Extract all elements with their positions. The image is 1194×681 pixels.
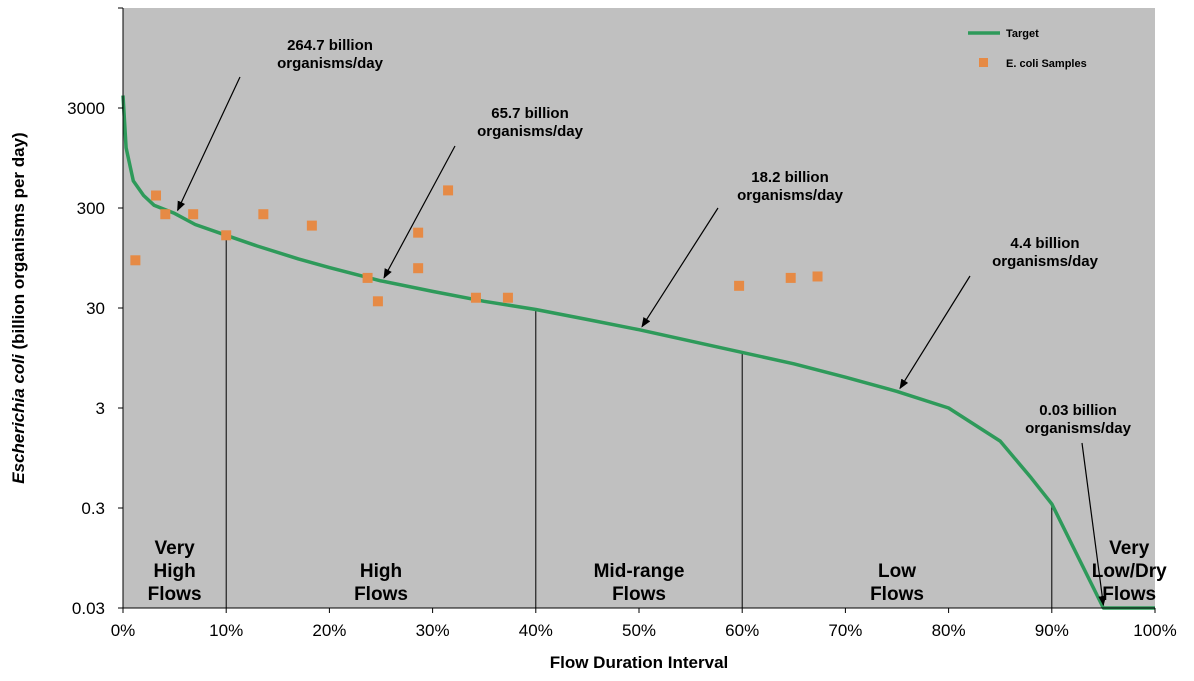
- y-tick-label: 0.03: [72, 599, 105, 618]
- annotation-label: organisms/day: [1025, 420, 1132, 437]
- zone-label: Low/Dry: [1092, 561, 1167, 582]
- annotation-arrow: [641, 207, 719, 328]
- y-tick-label: 300: [77, 199, 105, 218]
- annotation-label: 65.7 billion: [491, 105, 569, 122]
- y-axis-title: Escherichia coli (billion organisms per …: [9, 132, 28, 483]
- legend-label: E. coli Samples: [1006, 58, 1087, 70]
- target-line: [121, 95, 1155, 610]
- legend: Target E. coli Samples: [968, 28, 1087, 70]
- annotation-label: organisms/day: [277, 55, 384, 72]
- zone-label: High: [360, 561, 402, 582]
- zone-label: Very: [1109, 538, 1150, 559]
- axes: [118, 7, 1156, 613]
- y-axis-title-italic: Escherichia coli: [9, 353, 28, 484]
- sample-point: [413, 227, 424, 238]
- y-axis-title-rest: (billion organisms per day): [9, 132, 28, 354]
- zone-label: Flows: [870, 584, 924, 605]
- x-tick-label: 60%: [725, 621, 759, 640]
- zone-label: Flows: [1102, 584, 1156, 605]
- annotation-label: 0.03 billion: [1039, 402, 1117, 419]
- legend-swatch-marker: [979, 58, 988, 67]
- zone-label: Low: [878, 561, 916, 582]
- sample-point: [151, 190, 162, 201]
- sample-point: [413, 263, 424, 274]
- sample-point: [188, 209, 199, 220]
- annotation-label: 18.2 billion: [751, 169, 829, 186]
- x-tick-label: 30%: [416, 621, 450, 640]
- y-tick-label: 3: [96, 399, 105, 418]
- sample-point: [306, 220, 317, 231]
- x-tick-label: 0%: [111, 621, 136, 640]
- legend-label: Target: [1006, 28, 1039, 40]
- annotation-arrow: [177, 76, 241, 212]
- x-axis-title: Flow Duration Interval: [550, 653, 729, 672]
- zone-label: Mid-range: [594, 561, 685, 582]
- y-tick-label: 0.3: [81, 499, 105, 518]
- x-tick-label: 90%: [1035, 621, 1069, 640]
- x-tick-label: 20%: [312, 621, 346, 640]
- x-tick-label: 70%: [828, 621, 862, 640]
- zone-dividers: [225, 235, 1053, 608]
- x-tick-label: 100%: [1133, 621, 1176, 640]
- annotation-label: 4.4 billion: [1010, 235, 1079, 252]
- annotation-arrow: [383, 145, 456, 279]
- x-tick-labels: 0% 10% 20% 30% 40% 50% 60% 70% 80% 90% 100%: [111, 621, 1177, 640]
- y-tick-label: 3000: [67, 99, 105, 118]
- sample-point: [734, 280, 745, 291]
- annotation-label: organisms/day: [477, 123, 584, 140]
- x-tick-label: 40%: [519, 621, 553, 640]
- plot-area: [123, 8, 1155, 608]
- sample-point: [443, 185, 454, 196]
- zone-label: Flows: [354, 584, 408, 605]
- sample-point: [130, 255, 141, 266]
- zone-labels: VeryHighFlowsHighFlowsMid-rangeFlowsLowF…: [148, 538, 1167, 605]
- sample-point: [362, 272, 373, 283]
- y-tick-label: 30: [86, 299, 105, 318]
- zone-label: Flows: [148, 584, 202, 605]
- sample-point: [785, 272, 796, 283]
- sample-points: [130, 185, 823, 307]
- sample-point: [258, 209, 269, 220]
- annotation-label: organisms/day: [737, 187, 844, 204]
- annotation-label: 264.7 billion: [287, 37, 373, 54]
- sample-point: [812, 271, 823, 282]
- sample-point: [160, 209, 171, 220]
- x-tick-label: 10%: [209, 621, 243, 640]
- annotation-arrow: [899, 275, 971, 390]
- annotation-arrow: [1081, 442, 1107, 606]
- annotation-label: organisms/day: [992, 253, 1099, 270]
- sample-point: [372, 296, 383, 307]
- x-tick-label: 50%: [622, 621, 656, 640]
- zone-label: Very: [155, 538, 196, 559]
- zone-label: Flows: [612, 584, 666, 605]
- x-tick-label: 80%: [932, 621, 966, 640]
- sample-point: [502, 292, 513, 303]
- sample-point: [470, 292, 481, 303]
- sample-point: [221, 230, 232, 241]
- y-tick-labels: 0.03 0.3 3 30 300 3000: [67, 99, 105, 618]
- zone-label: High: [153, 561, 195, 582]
